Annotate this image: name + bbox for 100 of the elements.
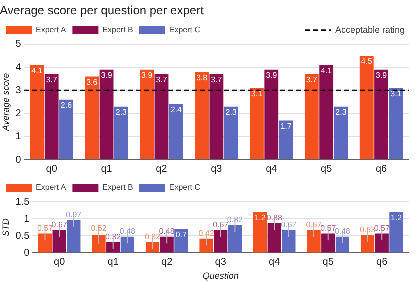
- bar: [228, 225, 242, 253]
- y-tick-label: 1: [24, 214, 30, 225]
- data-label: 3.7: [211, 76, 223, 85]
- y-tick-label: 3: [16, 85, 22, 96]
- y-tick-label: 2: [16, 108, 22, 120]
- y-tick-label: 1: [16, 132, 22, 143]
- bar: [322, 234, 336, 253]
- bar: [200, 238, 214, 253]
- data-label: 0.67: [306, 220, 322, 230]
- data-label: 3.7: [156, 76, 168, 85]
- legend-label: Expert B: [102, 26, 134, 35]
- bar: [120, 236, 134, 253]
- data-label: 0.82: [227, 215, 244, 224]
- bar: [106, 242, 120, 253]
- bar: [253, 212, 268, 253]
- data-label: 0.7: [176, 230, 188, 240]
- bar: [52, 230, 66, 253]
- y-tick-label: 0.5: [16, 230, 30, 242]
- data-label: 3.1: [251, 90, 264, 99]
- bar: [60, 100, 74, 160]
- bar: [374, 70, 388, 160]
- data-label: 0.67: [213, 220, 230, 230]
- bar: [210, 74, 224, 160]
- data-label: 0.57: [374, 224, 390, 233]
- bar: [85, 76, 100, 160]
- bar: [304, 74, 319, 160]
- data-label: 4.1: [32, 66, 44, 76]
- data-label: 3.7: [306, 76, 318, 85]
- bar: [307, 230, 321, 253]
- data-label: 3.9: [142, 71, 154, 80]
- data-label: 3.9: [376, 71, 388, 80]
- x-axis-title: Question: [202, 271, 239, 282]
- x-tick-label: q0: [46, 164, 58, 175]
- x-tick-label: q3: [215, 256, 227, 268]
- bar: [279, 120, 294, 160]
- bar: [67, 220, 81, 253]
- legend-label: Expert C: [169, 183, 201, 192]
- legend-label: Expert A: [36, 183, 67, 192]
- data-label: 1.7: [280, 122, 292, 131]
- legend-label: Expert B: [102, 183, 134, 192]
- bar: [360, 235, 375, 253]
- data-label: 2.4: [170, 106, 182, 115]
- x-tick-label: q4: [269, 256, 281, 268]
- bar: [100, 70, 114, 160]
- bar: [160, 236, 174, 253]
- data-label: 0.67: [281, 220, 298, 230]
- data-label: 0.32: [106, 232, 122, 242]
- bar: [146, 242, 160, 253]
- y-axis-title: STD: [0, 218, 11, 237]
- data-label: 0.57: [37, 224, 54, 233]
- bar: [389, 88, 404, 160]
- data-label: 0.67: [52, 220, 68, 230]
- y-tick-label: 5: [16, 39, 22, 50]
- bar: [320, 65, 334, 160]
- data-label: 4.1: [321, 66, 333, 76]
- data-label: 2.3: [226, 108, 238, 118]
- y-tick-label: 0: [24, 248, 30, 259]
- bar: [154, 74, 169, 160]
- x-tick-label: q6: [376, 164, 388, 175]
- x-tick-label: q5: [321, 164, 333, 175]
- bar: [114, 106, 128, 160]
- bar: [169, 104, 184, 160]
- data-label: 0.52: [91, 224, 108, 234]
- x-tick-label: q6: [376, 256, 388, 268]
- x-tick-label: q2: [156, 164, 168, 175]
- data-label: 3.7: [46, 76, 58, 85]
- bar: [195, 72, 209, 160]
- bar: [268, 223, 282, 253]
- legend-label: Expert C: [169, 26, 201, 35]
- x-tick-label: q1: [108, 256, 120, 268]
- y-tick-label: 1.5: [16, 196, 30, 208]
- data-label: 2.6: [60, 101, 73, 110]
- bar: [336, 236, 350, 253]
- bar: [38, 234, 52, 253]
- data-label: 0.97: [66, 210, 82, 220]
- bar: [30, 65, 44, 160]
- data-label: 0.48: [159, 227, 176, 236]
- bar: [140, 70, 154, 160]
- data-label: 0.48: [334, 227, 352, 236]
- x-tick-label: q3: [211, 164, 223, 175]
- data-label: 0.42: [198, 229, 215, 238]
- data-label: 0.48: [120, 227, 136, 236]
- data-label: 4.5: [361, 57, 373, 66]
- data-label: 3.6: [86, 78, 98, 87]
- bar: [250, 88, 264, 160]
- x-tick-label: q4: [266, 164, 278, 175]
- data-label: 0.88: [266, 213, 283, 222]
- x-tick-label: q5: [322, 256, 334, 268]
- bar: [214, 230, 228, 253]
- data-label: 3.9: [266, 71, 278, 80]
- data-label: 3.1: [390, 90, 402, 99]
- data-label: 1.2: [254, 213, 266, 222]
- bar: [264, 70, 279, 160]
- data-label: 2.3: [116, 108, 128, 118]
- legend-label: Acceptable rating: [335, 24, 406, 35]
- bar: [282, 230, 296, 253]
- bar: [390, 212, 404, 253]
- data-label: 3.8: [196, 73, 208, 82]
- x-tick-label: q0: [54, 256, 66, 268]
- data-label: 0.32: [144, 232, 162, 242]
